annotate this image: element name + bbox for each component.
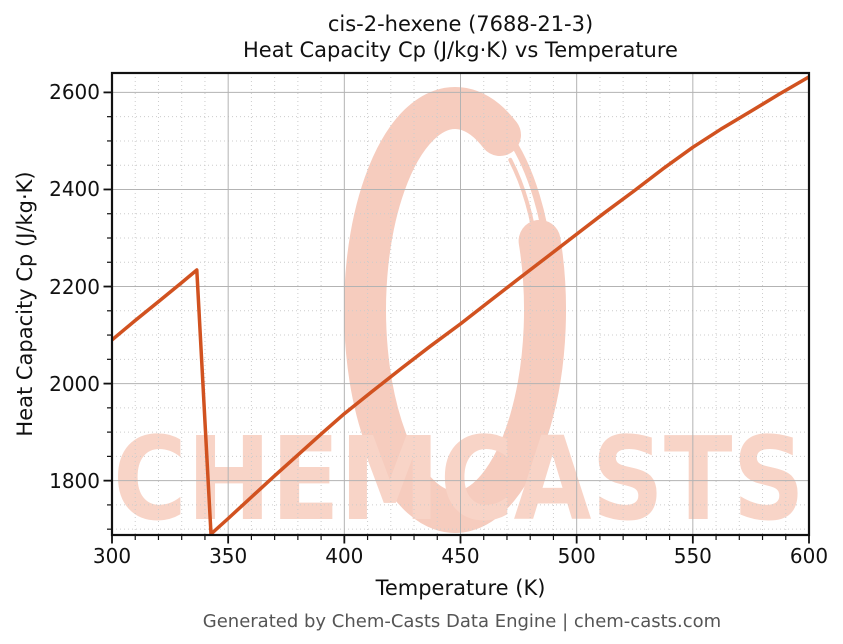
- axis-ticks: [103, 91, 810, 544]
- footer-attribution: Generated by Chem-Casts Data Engine | ch…: [202, 611, 722, 632]
- cp-vs-temperature-line: [112, 75, 809, 535]
- chart-title: cis-2-hexene (7688-21-3) Heat Capacity C…: [112, 11, 809, 63]
- x-tick-label: 550: [673, 544, 712, 568]
- x-tick-label: 300: [92, 544, 132, 568]
- chart-title-line1: cis-2-hexene (7688-21-3): [327, 12, 594, 36]
- x-tick-label: 400: [325, 544, 364, 568]
- x-tick-label: 600: [789, 544, 829, 568]
- watermark-ring-streak-inner: [508, 157, 541, 262]
- chart-title-line2: Heat Capacity Cp (J/kg·K) vs Temperature: [243, 38, 678, 62]
- y-tick-label: 2000: [49, 371, 100, 396]
- y-tick-label: 1800: [49, 468, 100, 493]
- y-tick-label: 2200: [49, 274, 100, 299]
- plot-border: [110, 71, 811, 537]
- x-tick-label: 500: [557, 544, 596, 568]
- watermark-ring-c-logo: [344, 87, 567, 533]
- x-tick-label: 350: [209, 544, 248, 568]
- x-tick-label: 450: [441, 544, 480, 568]
- y-tick-label: 2600: [49, 80, 100, 105]
- grid-major: [112, 73, 809, 535]
- watermark-ring-streak-outer: [502, 129, 555, 285]
- x-axis-label: Temperature (K): [375, 576, 546, 600]
- y-tick-label: 2400: [49, 177, 100, 202]
